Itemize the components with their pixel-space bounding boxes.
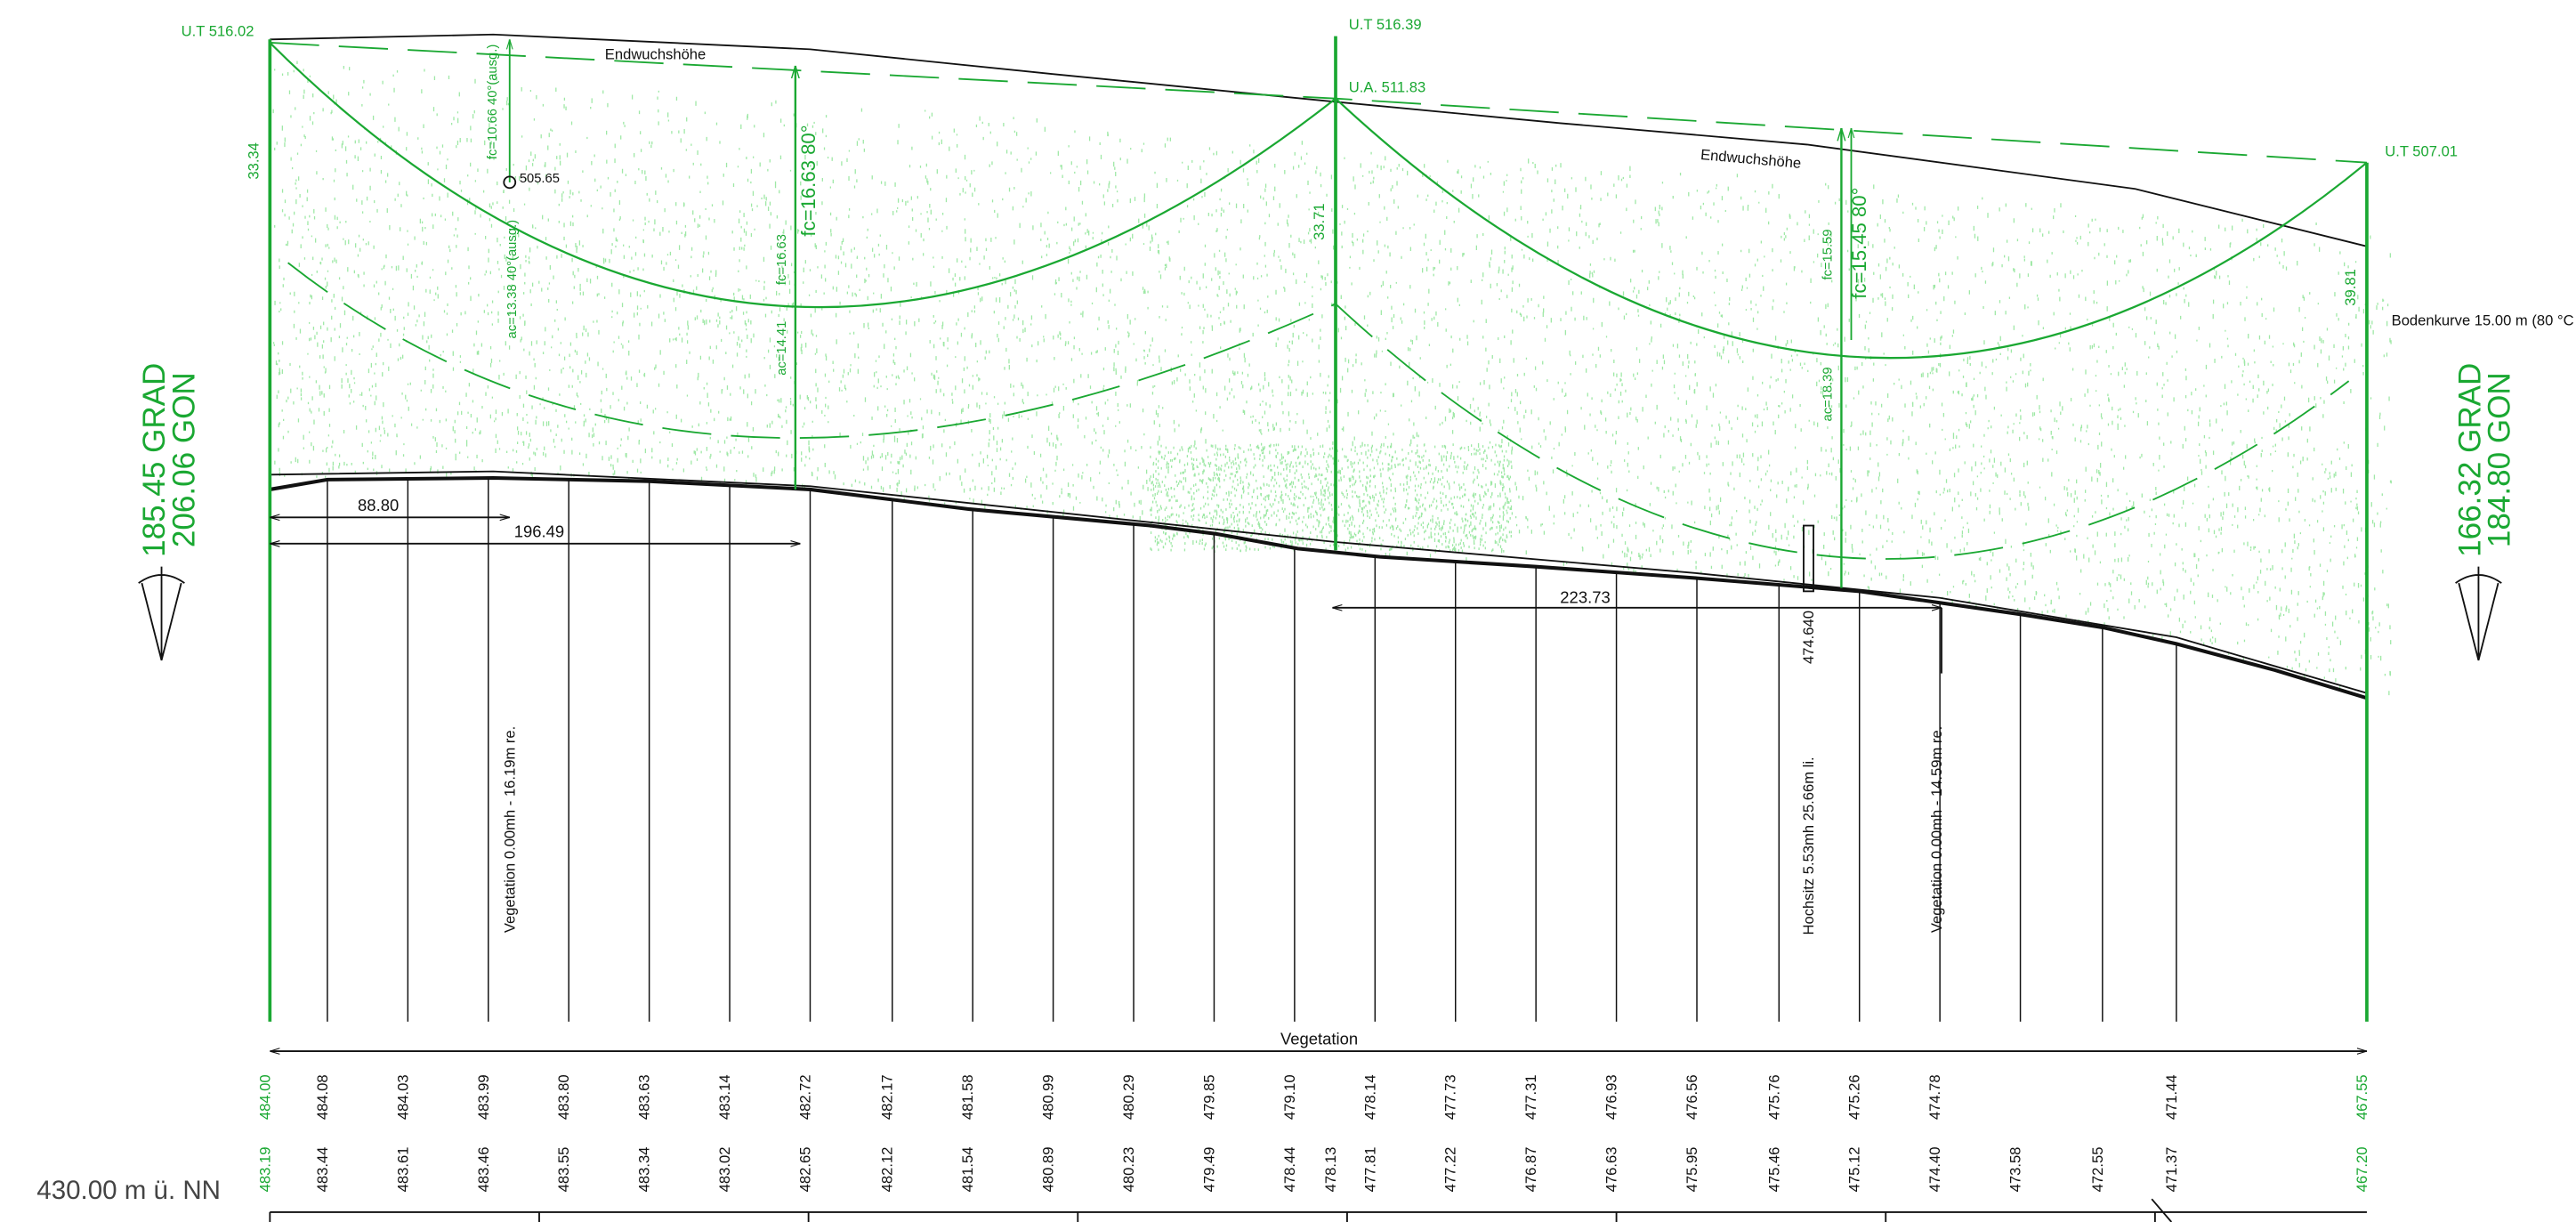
station-top-elevation: 483.80 — [555, 1074, 572, 1120]
station-ground-elevation: 483.02 — [716, 1147, 733, 1193]
clearance-label: ac=13.38 40°(ausg.) — [505, 220, 520, 338]
sag-label-80: fc=15.45 80° — [1848, 188, 1870, 299]
station-ground-elevation: 482.65 — [796, 1147, 813, 1193]
vegetation-points — [272, 61, 2392, 696]
point-marker — [503, 175, 517, 190]
station-top-elevation: 478.14 — [1361, 1074, 1378, 1120]
station-ground-elevation: 483.46 — [475, 1147, 492, 1193]
attach-label: U.A. 511.83 — [1349, 78, 1425, 95]
station-top-elevation: 479.10 — [1281, 1074, 1298, 1120]
station-ground-elevation: 467.20 — [2354, 1147, 2370, 1193]
conductor — [269, 42, 2368, 360]
growth-height-label: Endwuchshöhe — [605, 45, 706, 62]
station-top-elevation: 467.55 — [2354, 1074, 2370, 1120]
station-ground-elevation: 474.40 — [1926, 1147, 1943, 1193]
direction-grad: 185.45 GRAD — [137, 363, 172, 557]
clearance-label: ac=14.41 — [775, 321, 789, 376]
station-top-elevation: 475.26 — [1846, 1074, 1863, 1120]
scale-ticks — [269, 1198, 2173, 1222]
station-ground-elevation: 483.34 — [636, 1147, 653, 1193]
dimension-label: 88.80 — [358, 496, 399, 514]
station-ground-elevation: 472.55 — [2089, 1147, 2106, 1193]
station-top-elevation: 477.31 — [1522, 1074, 1539, 1120]
tower-label: U.T 516.02 — [182, 23, 254, 40]
growth-height-label: Endwuchshöhe — [1700, 146, 1802, 172]
direction-arrow — [2455, 566, 2502, 661]
ground-line-thin — [270, 470, 2368, 694]
station-ground-elevation: 479.49 — [1200, 1147, 1217, 1193]
dimension-label: 196.49 — [514, 522, 564, 540]
station-top-elevation: 480.99 — [1040, 1074, 1057, 1120]
station-top-elevation: 479.85 — [1200, 1074, 1217, 1120]
station-ground-elevation: 475.12 — [1846, 1147, 1863, 1193]
tower-label: U.T 507.01 — [2385, 142, 2458, 159]
station-ground-elevation: 475.95 — [1684, 1147, 1700, 1193]
vegetation-note: Vegetation 0.00mh - 16.19m re. — [501, 726, 518, 933]
station-ground-elevation: 483.44 — [314, 1147, 331, 1193]
station-ground-elevation: 478.44 — [1281, 1147, 1298, 1193]
tower-height: 39.81 — [2342, 269, 2359, 306]
station-ground-elevation: 482.12 — [879, 1147, 896, 1193]
tower-height: 33.34 — [245, 142, 262, 180]
direction-gon: 184.80 GON — [2483, 372, 2517, 547]
object-height: 474.640 — [1800, 611, 1817, 664]
station-top-elevation: 483.63 — [636, 1074, 653, 1120]
station-ground-elevation: 476.87 — [1522, 1147, 1539, 1193]
station-top-elevation: 484.08 — [314, 1074, 331, 1120]
point-label: 505.65 — [520, 172, 560, 186]
station-ground-elevation: 473.58 — [2007, 1147, 2024, 1193]
station-top-elevation: 482.17 — [879, 1074, 896, 1120]
station-ground-elevation: 477.22 — [1442, 1147, 1459, 1193]
object-label: Hochsitz 5.53mh 25.66m li. — [1800, 757, 1817, 935]
clearance-label: ac=18.39 — [1821, 367, 1835, 421]
station-ground-elevation: 480.23 — [1120, 1147, 1137, 1193]
stations: 484.00 483.19 484.08 483.44 484.03 483.61 483.… — [256, 478, 2370, 1192]
station-top-elevation: 483.99 — [475, 1074, 492, 1120]
station-top-elevation: 482.72 — [796, 1074, 813, 1120]
direction-gon: 206.06 GON — [166, 372, 201, 547]
tower-label: U.T 516.39 — [1349, 16, 1422, 33]
sag-label: fc=16.63 — [775, 234, 789, 285]
ground-curve-label: Bodenkurve 15.00 m (80 °C — [2392, 312, 2574, 328]
station-top-elevation: 483.14 — [716, 1074, 733, 1120]
sag-label-80: fc=16.63 80° — [797, 125, 820, 236]
station-top-elevation: 476.93 — [1603, 1074, 1620, 1120]
vegetation-note: Vegetation 0.00mh - 14.59m re. — [1928, 726, 1945, 933]
station-ground-elevation: 480.89 — [1040, 1147, 1057, 1193]
sag-label: fc=10.66 40°(ausg.) — [486, 45, 500, 159]
station-ground-elevation: 483.55 — [555, 1147, 572, 1193]
station-ground-elevation: 481.54 — [959, 1147, 976, 1193]
datum-label: 430.00 m ü. NN — [36, 1176, 221, 1205]
station-top-elevation: 474.78 — [1926, 1074, 1943, 1120]
station-ground-elevation: 483.19 — [256, 1147, 273, 1193]
station-top-elevation: 480.29 — [1120, 1074, 1137, 1120]
ground-line — [269, 475, 2368, 700]
station-ground-elevation: 483.61 — [394, 1147, 411, 1193]
station-top-elevation: 484.03 — [394, 1074, 411, 1120]
direction-grad: 166.32 GRAD — [2452, 363, 2487, 557]
station-ground-elevation: 475.46 — [1765, 1147, 1782, 1193]
station-top-elevation: 475.76 — [1765, 1074, 1782, 1120]
station-ground-elevation: 476.63 — [1603, 1147, 1620, 1193]
station-top-elevation: 471.44 — [2163, 1074, 2180, 1120]
station-top-elevation: 477.73 — [1442, 1074, 1459, 1120]
dimension-label: 223.73 — [1560, 587, 1610, 606]
station-ground-elevation: 477.81 — [1361, 1147, 1378, 1193]
sag-label: fc=15.59 — [1821, 230, 1835, 280]
direction-arrow — [138, 566, 185, 661]
station-ground-elevation: 478.13 — [1322, 1147, 1339, 1193]
station-top-elevation: 481.58 — [959, 1074, 976, 1120]
station-ground-elevation: 471.37 — [2163, 1147, 2180, 1193]
tower-height: 33.71 — [1311, 203, 1328, 240]
station-top-elevation: 484.00 — [256, 1074, 273, 1120]
hochsitz-symbol — [1803, 524, 1814, 593]
vegetation-band-label: Vegetation — [1280, 1030, 1358, 1048]
station-top-elevation: 476.56 — [1684, 1074, 1700, 1120]
